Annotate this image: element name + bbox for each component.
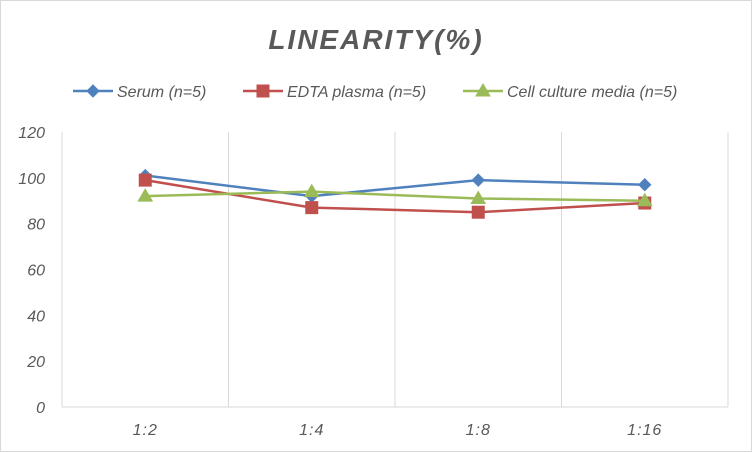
x-tick-label: 1:8 [466,422,491,439]
data-point-marker [137,188,154,202]
y-tick-label: 0 [36,400,45,417]
data-point-marker [138,173,152,187]
y-tick-label: 120 [18,125,45,142]
data-point-marker [471,173,485,187]
y-tick-label: 60 [27,263,45,280]
legend-marker [475,83,491,97]
data-point-marker [305,201,319,215]
legend-marker [86,84,100,98]
axes: 0 20 40 60 80 100 120 1:2 1:4 1:8 1:16 [18,125,728,439]
y-tick-label: 80 [27,217,45,234]
x-tick-label: 1:2 [133,422,158,439]
legend-item-3: Cell culture media (n=5) [463,83,677,101]
x-tick-label: 1:16 [627,422,662,439]
data-point-marker [638,178,652,192]
x-tick-label: 1:4 [299,422,324,439]
series-line [145,190,645,202]
legend-label: EDTA plasma (n=5) [287,84,426,101]
y-tick-label: 20 [26,354,45,371]
legend-label: Cell culture media (n=5) [507,84,677,101]
data-point-marker [471,205,485,219]
series-line [145,174,645,198]
series-layer [137,168,653,219]
legend-item-1: Serum (n=5) [73,84,206,101]
data-point-marker [303,183,320,198]
data-point-marker [470,190,487,204]
y-tick-label: 40 [27,308,45,325]
legend: Serum (n=5) EDTA plasma (n=5) Cell culture… [73,83,677,101]
series-3 [137,183,653,207]
legend-item-2: EDTA plasma (n=5) [243,84,426,101]
chart-title: LINEARITY(%) [268,24,483,55]
legend-label: Serum (n=5) [117,84,206,101]
legend-marker [256,84,270,98]
grid-lines [61,132,729,407]
data-point-marker [636,192,653,207]
y-tick-label: 100 [18,171,45,188]
